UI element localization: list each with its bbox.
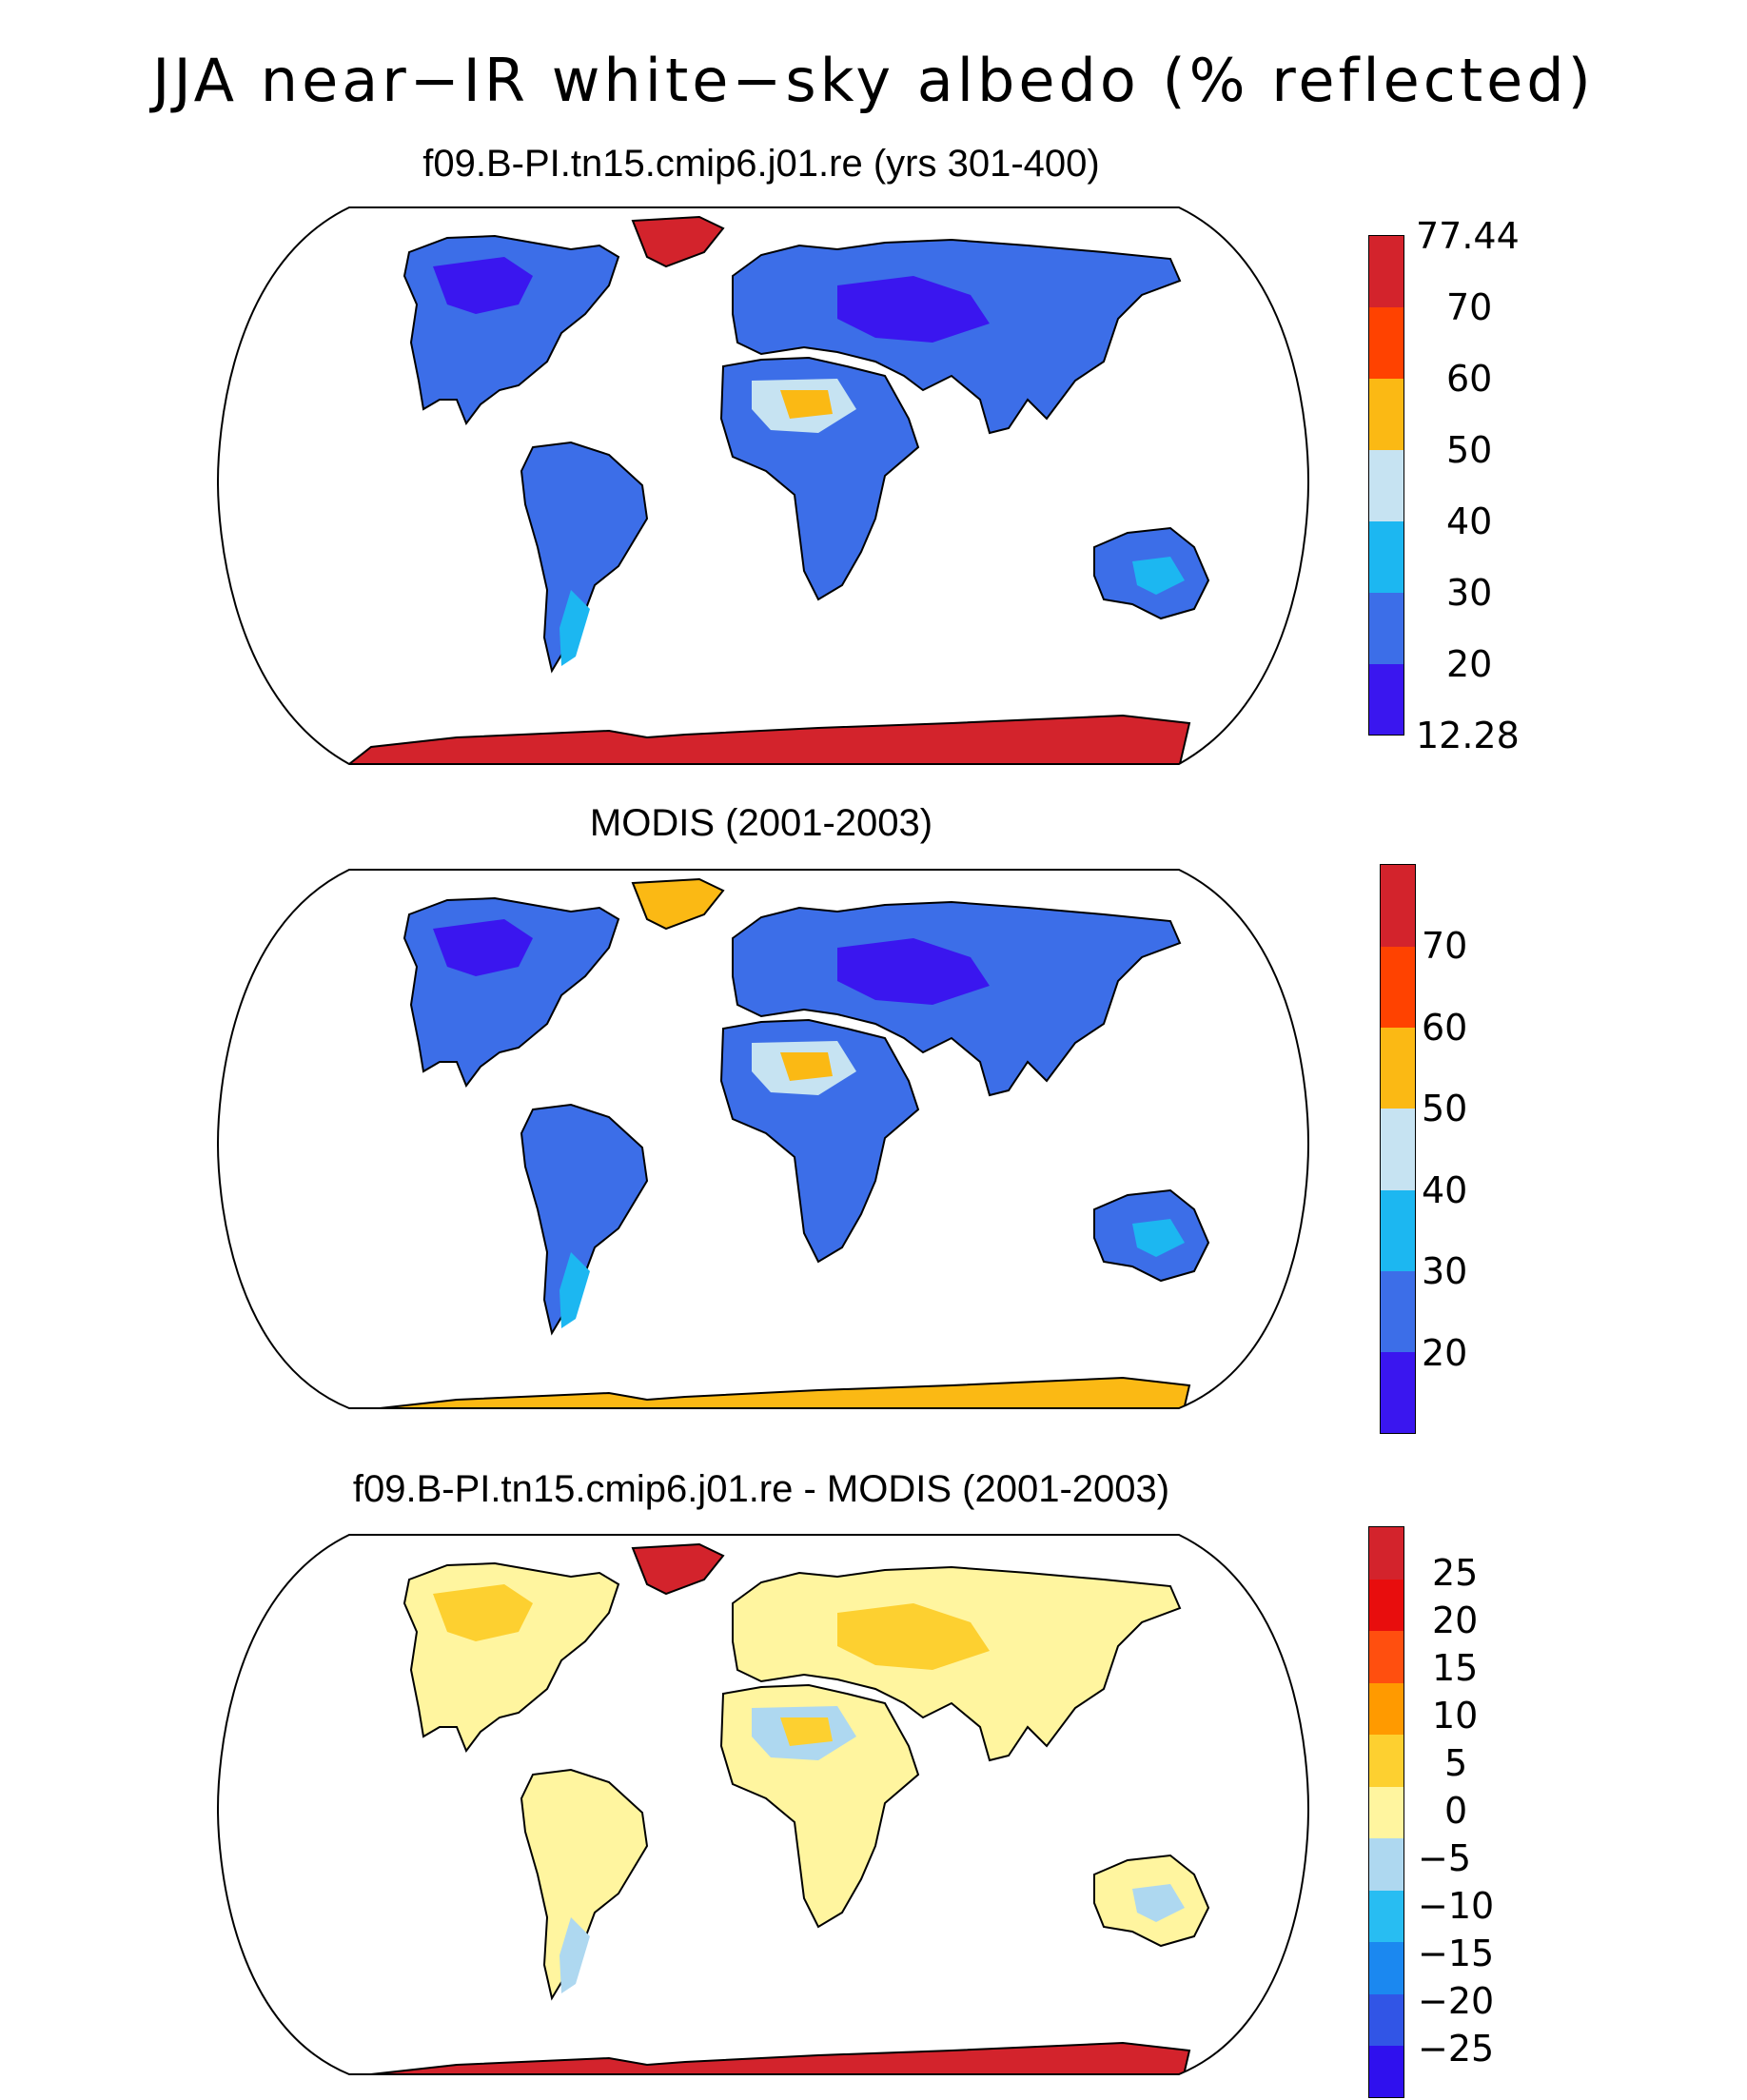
map-panel-3 xyxy=(216,1534,1310,2075)
colorbar-swatch xyxy=(1381,1189,1415,1271)
colorbar-panel-2 xyxy=(1380,864,1416,1434)
colorbar-label: 20 xyxy=(1422,1332,1468,1374)
region-central-australia xyxy=(1132,1884,1185,1922)
colorbar-label: 40 xyxy=(1446,500,1493,542)
colorbar-swatch xyxy=(1369,1734,1403,1787)
colorbar-swatch xyxy=(1369,520,1403,593)
colorbar-label: −25 xyxy=(1418,2028,1495,2070)
colorbar-label: 25 xyxy=(1432,1552,1479,1594)
colorbar-swatch xyxy=(1369,2045,1403,2098)
colorbar-swatch xyxy=(1369,1786,1403,1839)
region-patagonia xyxy=(559,590,590,666)
colorbar-label: −5 xyxy=(1418,1837,1472,1879)
colorbar-swatches xyxy=(1368,235,1404,736)
colorbar-label: 20 xyxy=(1446,643,1493,685)
colorbar-label: 60 xyxy=(1422,1007,1468,1049)
colorbar-label: −20 xyxy=(1418,1980,1495,2022)
colorbar-swatches xyxy=(1380,864,1416,1434)
colorbar-swatch xyxy=(1369,1579,1403,1632)
colorbar-swatch xyxy=(1369,449,1403,521)
colorbar-label: 5 xyxy=(1444,1742,1468,1784)
colorbar-swatch xyxy=(1369,1682,1403,1736)
colorbar-swatch xyxy=(1369,378,1403,451)
colorbar-label: 70 xyxy=(1422,925,1468,967)
colorbar-label: 77.44 xyxy=(1416,215,1520,257)
panel-3-title: f09.B-PI.tn15.cmip6.j01.re - MODIS (2001… xyxy=(352,1468,1170,1510)
region-patagonia xyxy=(559,1252,590,1328)
region-canada-shield xyxy=(433,919,533,976)
region-siberia xyxy=(837,276,990,343)
colorbar-label: 60 xyxy=(1446,358,1493,400)
colorbar-swatch xyxy=(1369,1837,1403,1891)
landmass-antarctica xyxy=(346,2041,1191,2074)
colorbar-swatch xyxy=(1369,306,1403,380)
map-contents xyxy=(346,877,1210,1408)
continents xyxy=(346,877,1210,1408)
region-siberia xyxy=(837,1603,990,1670)
map-contents xyxy=(346,1542,1210,2074)
continents xyxy=(346,1542,1210,2074)
landmass-greenland xyxy=(631,877,725,931)
region-patagonia xyxy=(559,1917,590,1993)
colorbar-label: 10 xyxy=(1432,1695,1479,1737)
figure-title: JJA near−IR white−sky albedo (% reflecte… xyxy=(152,46,1595,115)
colorbar-label: 15 xyxy=(1432,1647,1479,1689)
colorbar-swatch xyxy=(1369,663,1403,736)
colorbar-swatch xyxy=(1369,1941,1403,1994)
map-panel-2 xyxy=(216,869,1310,1409)
region-sahara-core xyxy=(780,1717,833,1746)
landmass-greenland xyxy=(631,215,725,268)
panel-2-title: MODIS (2001-2003) xyxy=(589,802,933,844)
region-canada-shield xyxy=(433,1584,533,1641)
colorbar-swatch xyxy=(1369,592,1403,664)
landmass-greenland xyxy=(631,1542,725,1596)
colorbar-label: 12.28 xyxy=(1416,715,1520,756)
region-central-australia xyxy=(1132,557,1185,595)
landmass-southAmerica xyxy=(520,1768,649,2001)
colorbar-swatch xyxy=(1381,1108,1415,1190)
region-sahara-core xyxy=(780,390,833,419)
colorbar-swatch xyxy=(1381,1270,1415,1353)
colorbar-label: 50 xyxy=(1446,429,1493,471)
continents xyxy=(346,215,1210,764)
colorbar-swatch xyxy=(1381,1351,1415,1434)
colorbar-label: 0 xyxy=(1444,1790,1468,1832)
panel-1-title: f09.B-PI.tn15.cmip6.j01.re (yrs 301-400) xyxy=(422,143,1100,185)
colorbar-swatch xyxy=(1369,236,1403,308)
map-panel-1 xyxy=(216,206,1310,765)
colorbar-label: 40 xyxy=(1422,1169,1468,1211)
globe-outline xyxy=(216,1534,1310,2075)
colorbar-label: 30 xyxy=(1422,1250,1468,1292)
colorbar-label: −15 xyxy=(1418,1933,1495,1974)
colorbar-label: 30 xyxy=(1446,572,1493,614)
map-contents xyxy=(346,215,1210,764)
landmass-southAmerica xyxy=(520,1103,649,1336)
colorbar-label: 50 xyxy=(1422,1088,1468,1129)
colorbar-swatch xyxy=(1369,1630,1403,1683)
region-sahara-core xyxy=(780,1052,833,1081)
colorbar-swatches xyxy=(1368,1526,1404,2098)
globe-outline xyxy=(216,869,1310,1409)
colorbar-label: 70 xyxy=(1446,286,1493,328)
colorbar-swatch xyxy=(1369,1527,1403,1580)
landmass-southAmerica xyxy=(520,441,649,674)
colorbar-swatch xyxy=(1369,1993,1403,2047)
landmass-antarctica xyxy=(346,714,1191,764)
colorbar-swatch xyxy=(1381,946,1415,1029)
region-central-australia xyxy=(1132,1219,1185,1257)
globe-outline xyxy=(216,206,1310,765)
colorbar-panel-3 xyxy=(1368,1526,1404,2098)
colorbar-label: 20 xyxy=(1432,1600,1479,1641)
colorbar-panel-1 xyxy=(1368,235,1404,736)
landmass-antarctica xyxy=(346,1376,1191,1408)
colorbar-swatch xyxy=(1369,1890,1403,1943)
colorbar-swatch xyxy=(1381,865,1415,947)
region-canada-shield xyxy=(433,257,533,314)
colorbar-swatch xyxy=(1381,1027,1415,1109)
colorbar-label: −10 xyxy=(1418,1885,1495,1927)
region-siberia xyxy=(837,938,990,1005)
